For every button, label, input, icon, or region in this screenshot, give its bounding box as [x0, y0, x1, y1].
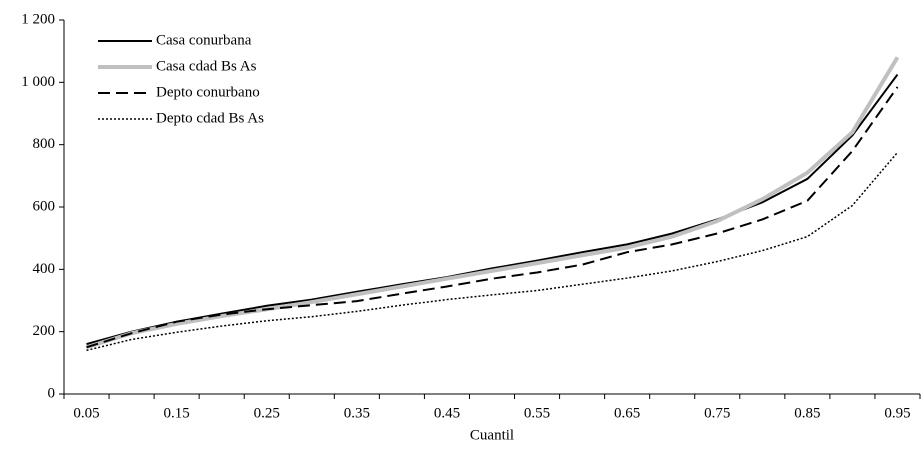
y-tick-label: 1 000 — [21, 74, 55, 90]
legend-label: Casa conurbana — [156, 32, 252, 48]
y-tick-label: 0 — [48, 385, 56, 401]
series-line — [86, 73, 899, 346]
x-tick-label: 0.05 — [73, 405, 99, 421]
x-tick-label: 0.45 — [434, 405, 460, 421]
x-axis-title: Cuantil — [470, 427, 514, 443]
y-tick-label: 400 — [33, 261, 56, 277]
y-tick-label: 1 200 — [21, 11, 55, 27]
x-tick-label: 0.65 — [614, 405, 640, 421]
y-tick-label: 800 — [33, 136, 56, 152]
x-tick-label: 0.55 — [524, 405, 550, 421]
x-tick-label: 0.75 — [704, 405, 730, 421]
legend-label: Depto conurbano — [156, 84, 260, 100]
series-line — [86, 86, 899, 349]
series-line — [86, 151, 899, 352]
x-tick-label: 0.85 — [794, 405, 820, 421]
x-tick-label: 0.15 — [164, 405, 190, 421]
x-tick-label: 0.25 — [254, 405, 280, 421]
y-tick-label: 200 — [33, 323, 56, 339]
legend-label: Depto cdad Bs As — [156, 110, 264, 126]
x-tick-label: 0.35 — [344, 405, 370, 421]
x-tick-label: 0.95 — [884, 405, 910, 421]
series-line — [85, 56, 900, 350]
legend-label: Casa cdad Bs As — [156, 58, 257, 74]
y-tick-label: 600 — [33, 198, 56, 214]
